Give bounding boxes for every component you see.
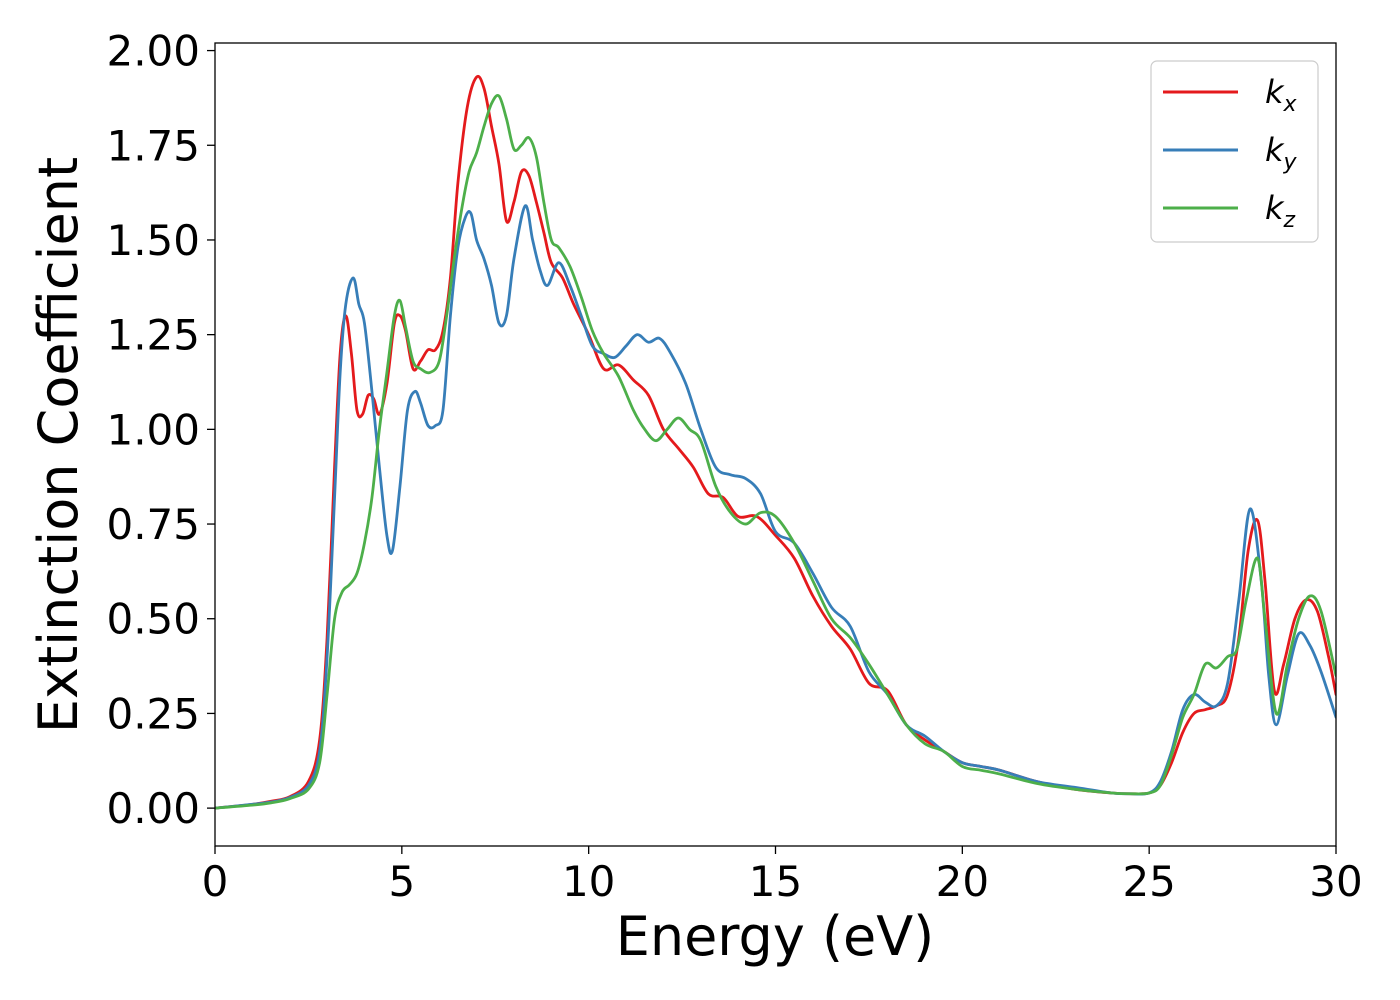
y-tick-label: 1.50 <box>106 216 200 265</box>
y-tick-label: 0.75 <box>106 500 200 549</box>
y-axis-ticks: 0.00 0.25 0.50 0.75 1.00 1.25 1.50 1.75 2.00 <box>106 27 215 833</box>
x-tick-label: 20 <box>936 857 989 906</box>
x-tick-label: 5 <box>388 857 415 906</box>
legend-label-kz: kz <box>1265 189 1296 233</box>
series-line-ky <box>215 204 1336 810</box>
x-axis-ticks: 0 5 10 15 20 25 30 <box>202 846 1363 906</box>
y-tick-label: 2.00 <box>106 27 200 76</box>
y-tick-label: 0.25 <box>106 689 200 738</box>
x-tick-label: 15 <box>749 857 802 906</box>
x-axis-title: Energy (eV) <box>616 905 935 968</box>
series-line-kz <box>215 94 1336 810</box>
y-tick-label: 0.50 <box>106 595 200 644</box>
x-tick-label: 25 <box>1122 857 1175 906</box>
x-tick-label: 0 <box>202 857 229 906</box>
y-tick-label: 1.00 <box>106 405 200 454</box>
legend: kx ky kz <box>1150 60 1319 243</box>
series-layer <box>215 74 1336 810</box>
legend-label-ky: ky <box>1265 131 1298 175</box>
y-tick-label: 1.75 <box>106 121 200 170</box>
y-axis-title: Extinction Coefficient <box>27 157 90 733</box>
y-tick-label: 0.00 <box>106 784 200 833</box>
x-tick-label: 10 <box>562 857 615 906</box>
x-tick-label: 30 <box>1309 857 1362 906</box>
legend-label-kx: kx <box>1265 73 1298 117</box>
y-tick-label: 1.25 <box>106 311 200 360</box>
